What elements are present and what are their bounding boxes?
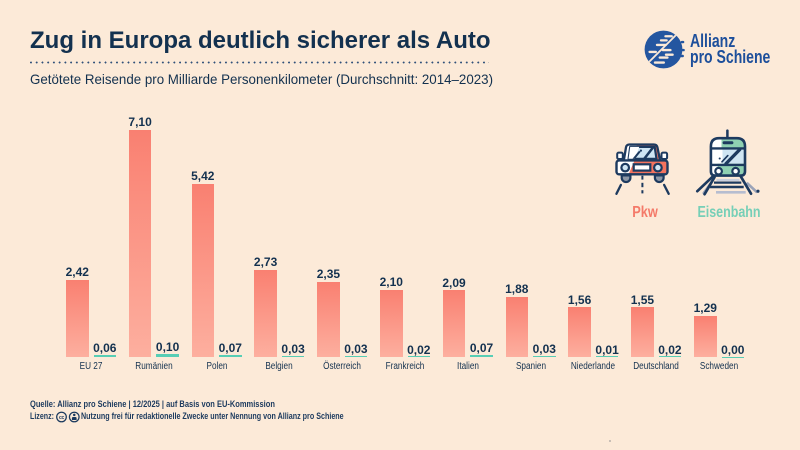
svg-text:cc: cc — [59, 415, 65, 421]
